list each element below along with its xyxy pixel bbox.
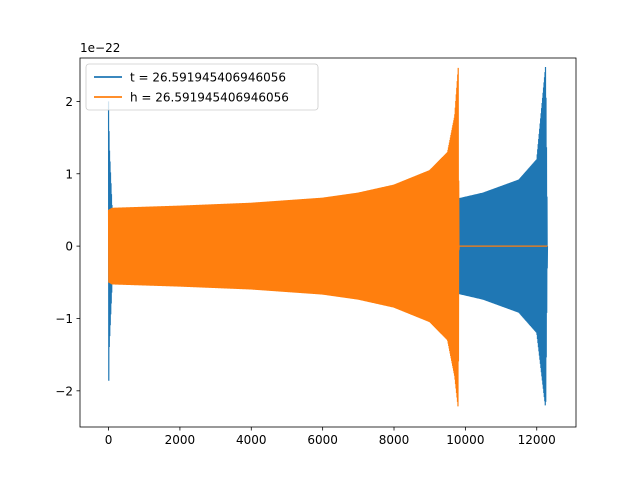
x-tick-label: 4000 (236, 433, 267, 447)
legend: t = 26.591945406946056 h = 26.59194540694… (85, 63, 319, 111)
y-tick-label: 2 (65, 95, 73, 109)
x-axis: 0 2000 4000 6000 8000 10000 12000 (105, 427, 556, 447)
x-tick-label: 0 (105, 433, 113, 447)
legend-label-1: t = 26.591945406946056 (130, 71, 286, 85)
y-tick-label: 0 (65, 240, 73, 254)
series-layer (107, 66, 549, 407)
plot-area (107, 66, 549, 407)
legend-label-2: h = 26.591945406946056 (130, 91, 289, 105)
y-tick-label: −1 (55, 312, 73, 326)
y-axis: −2 −1 0 1 2 (55, 95, 80, 398)
x-tick-label: 10000 (446, 433, 484, 447)
y-scale-factor-label: 1e−22 (80, 41, 120, 55)
axes-frame (79, 57, 577, 428)
x-tick-label: 6000 (307, 433, 338, 447)
legend-box (85, 63, 319, 111)
x-tick-label: 2000 (165, 433, 196, 447)
series-line-2 (107, 67, 548, 407)
y-tick-label: −2 (55, 384, 73, 398)
x-tick-label: 8000 (379, 433, 410, 447)
y-tick-label: 1 (65, 167, 73, 181)
x-tick-label: 12000 (518, 433, 556, 447)
